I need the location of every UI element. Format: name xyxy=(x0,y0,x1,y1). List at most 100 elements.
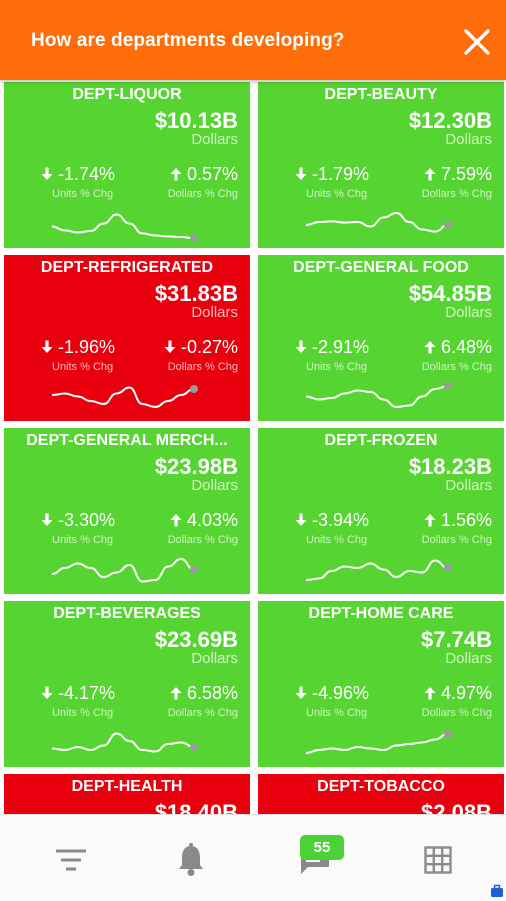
units-change-label: Units % Chg xyxy=(52,534,114,546)
arrow-down-icon xyxy=(41,167,53,180)
units-change-label: Units % Chg xyxy=(52,188,114,200)
page-title: How are departments developing? xyxy=(31,30,345,51)
message-count-badge: 55 xyxy=(300,835,344,860)
department-amount: $12.30B xyxy=(408,108,492,133)
trend-sparkline xyxy=(51,385,198,409)
department-card[interactable]: DEPT-REFRIGERATED $31.83B Dollars -1.96% Uni… xyxy=(4,255,250,421)
trend-line xyxy=(51,557,195,583)
trend-end-point xyxy=(190,234,198,243)
department-name: DEPT-LIQUOR xyxy=(72,86,182,103)
trend-end-point xyxy=(444,564,452,572)
trend-sparkline xyxy=(305,559,452,581)
trend-sparkline xyxy=(305,729,452,754)
arrow-down-icon xyxy=(41,340,53,353)
tab-grid[interactable] xyxy=(376,815,502,901)
bottom-tab-bar xyxy=(0,814,506,901)
tab-notifications[interactable] xyxy=(128,815,254,901)
dollars-change-value: 7.59% xyxy=(440,164,492,184)
arrow-up-icon xyxy=(424,687,436,700)
dollars-change-label: Dollars % Chg xyxy=(167,707,238,719)
units-change-value: -4.17% xyxy=(58,683,116,703)
units-change: -1.79% xyxy=(294,164,369,185)
grid-icon xyxy=(424,846,452,874)
arrow-down-icon xyxy=(295,167,307,180)
arrow-down-icon xyxy=(295,686,307,699)
units-change-value: -4.96% xyxy=(312,683,370,703)
amount-unit: Dollars xyxy=(191,477,238,494)
department-card[interactable]: DEPT-HOME CARE $7.74B Dollars -4.96% Units %… xyxy=(258,601,504,767)
department-card[interactable]: DEPT-TOBACCO$2.08BDollars xyxy=(258,774,504,814)
department-amount: $54.85B xyxy=(408,281,492,306)
units-change-label: Units % Chg xyxy=(306,707,368,719)
department-amount: $7.74B xyxy=(421,627,492,652)
department-amount: $18.40B xyxy=(154,800,238,814)
amount-unit: Dollars xyxy=(445,650,492,667)
units-change-value: -3.94% xyxy=(312,510,370,530)
arrow-up-icon xyxy=(170,687,182,700)
units-change-value: -1.96% xyxy=(58,337,116,357)
amount-unit: Dollars xyxy=(191,304,238,321)
department-card[interactable]: DEPT-BEVERAGES $23.69B Dollars -4.17% Units … xyxy=(4,601,250,767)
units-change-label: Units % Chg xyxy=(52,707,114,719)
dollars-change-value: 6.48% xyxy=(440,337,492,357)
dollars-change: 4.03% xyxy=(169,510,238,531)
trend-end-point xyxy=(190,385,198,393)
department-amount: $31.83B xyxy=(154,281,238,306)
dollars-change: 6.58% xyxy=(169,683,238,704)
units-change: -3.30% xyxy=(40,510,115,531)
dollars-change: 7.59% xyxy=(423,164,492,185)
close-icon[interactable] xyxy=(462,27,492,57)
units-change: -1.74% xyxy=(40,164,115,185)
department-amount: $23.69B xyxy=(154,627,238,652)
department-name: DEPT-TOBACCO xyxy=(317,778,445,795)
amount-unit: Dollars xyxy=(445,477,492,494)
department-card[interactable]: DEPT-GENERAL FOOD $54.85B Dollars -2.91% Uni… xyxy=(258,255,504,421)
dollars-change: 6.48% xyxy=(423,337,492,358)
amount-unit: Dollars xyxy=(191,131,238,148)
units-change: -4.17% xyxy=(40,683,115,704)
units-change: -4.96% xyxy=(294,683,369,704)
arrow-down-icon xyxy=(295,340,307,353)
dollars-change-label: Dollars % Chg xyxy=(421,188,492,200)
arrow-up-icon xyxy=(170,168,182,181)
department-card[interactable]: DEPT-FROZEN $18.23B Dollars -3.94% Units % C… xyxy=(258,428,504,594)
units-change-value: -3.30% xyxy=(58,510,116,530)
units-change-value: -1.79% xyxy=(312,164,370,184)
trend-sparkline xyxy=(305,382,452,409)
arrow-down-icon xyxy=(41,686,53,699)
bell-icon xyxy=(179,843,203,876)
arrow-up-icon xyxy=(424,514,436,527)
trend-end-point xyxy=(190,565,198,574)
filter-icon xyxy=(56,849,86,871)
department-amount: $10.13B xyxy=(154,108,238,133)
department-card[interactable]: DEPT-BEAUTY $12.30B Dollars -1.79% Units % C… xyxy=(258,82,504,248)
department-card[interactable]: DEPT-LIQUOR $10.13B Dollars -1.74% Units % C… xyxy=(4,82,250,248)
department-name: DEPT-FROZEN xyxy=(324,432,438,449)
department-amount: $18.23B xyxy=(408,454,492,479)
units-change-label: Units % Chg xyxy=(306,361,368,373)
department-amount: $23.98B xyxy=(154,454,238,479)
units-change-value: -1.74% xyxy=(58,164,116,184)
arrow-up-icon xyxy=(424,168,436,181)
department-card[interactable]: DEPT-HEALTH$18.40BDollars xyxy=(4,774,250,814)
units-change-value: -2.91% xyxy=(312,337,370,357)
trend-line xyxy=(305,559,449,581)
arrow-up-icon xyxy=(424,341,436,354)
dollars-change-value: 6.58% xyxy=(186,683,238,703)
tab-filter[interactable] xyxy=(4,815,130,901)
department-grid[interactable]: DEPT-LIQUOR $10.13B Dollars -1.74% Units % C… xyxy=(0,80,506,814)
dollars-change: 4.97% xyxy=(423,683,492,704)
trend-line xyxy=(305,385,449,409)
dollars-change-value: 0.57% xyxy=(186,164,238,184)
trend-sparkline xyxy=(51,732,198,753)
dollars-change: 0.57% xyxy=(169,164,238,185)
dollars-change-value: 4.97% xyxy=(440,683,492,703)
department-card[interactable]: DEPT-GENERAL MERCH... $23.98B Dollars -3.30… xyxy=(4,428,250,594)
top-bar: How are departments developing? xyxy=(0,0,506,80)
units-change-label: Units % Chg xyxy=(306,534,368,546)
arrow-down-icon xyxy=(164,340,176,353)
department-name: DEPT-BEVERAGES xyxy=(53,605,201,622)
department-name: DEPT-GENERAL MERCH... xyxy=(26,432,228,449)
trend-line xyxy=(51,386,195,409)
dollars-change-label: Dollars % Chg xyxy=(167,188,238,200)
